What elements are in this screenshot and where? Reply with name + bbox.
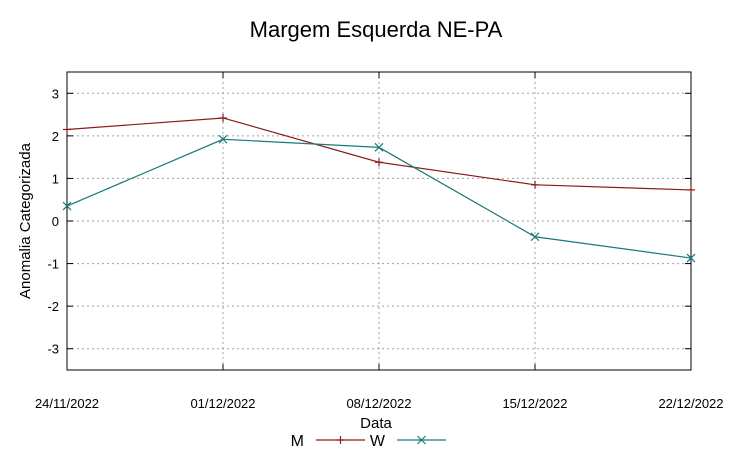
y-tick-label: 0 [52,214,59,229]
series-m-point [375,158,383,167]
y-tick-label: 1 [52,171,59,186]
series-w-point [62,201,72,211]
x-tick-label: 08/12/2022 [346,396,411,411]
x-tick-label: 22/12/2022 [658,396,723,411]
grid-layer [67,72,691,370]
x-tick-label: 01/12/2022 [190,396,255,411]
x-ticks: 24/11/2022 01/12/2022 08/12/2022 15/12/2022… [35,72,724,411]
x-tick-label: 15/12/2022 [502,396,567,411]
y-tick-label: 3 [52,86,59,101]
series-w-point [374,142,384,152]
y-tick-label: -1 [47,257,59,272]
x-tick-label: 24/11/2022 [35,396,99,411]
legend-marker-m [336,436,345,444]
legend-label-w: W [370,433,386,450]
series-m-point [219,113,227,122]
y-tick-label: -2 [47,299,59,314]
series-w-point [686,253,696,263]
chart-title: Margem Esquerda NE-PA [250,17,503,42]
legend-marker-w [417,435,426,445]
series-w-point [218,134,228,144]
legend-label-m: M [291,433,304,450]
y-tick-label: 2 [52,129,59,144]
series-m-point [687,185,695,194]
series-m-point [63,125,71,134]
y-ticks: 3 2 1 0 -1 -2 -3 [47,86,691,357]
x-axis-label: Data [360,415,392,432]
series-w-point [530,232,540,242]
y-axis-label: Anomalia Categorizada [17,142,34,299]
series-m-point [531,180,539,189]
series-layer [62,113,696,263]
y-tick-label: -3 [47,342,59,357]
